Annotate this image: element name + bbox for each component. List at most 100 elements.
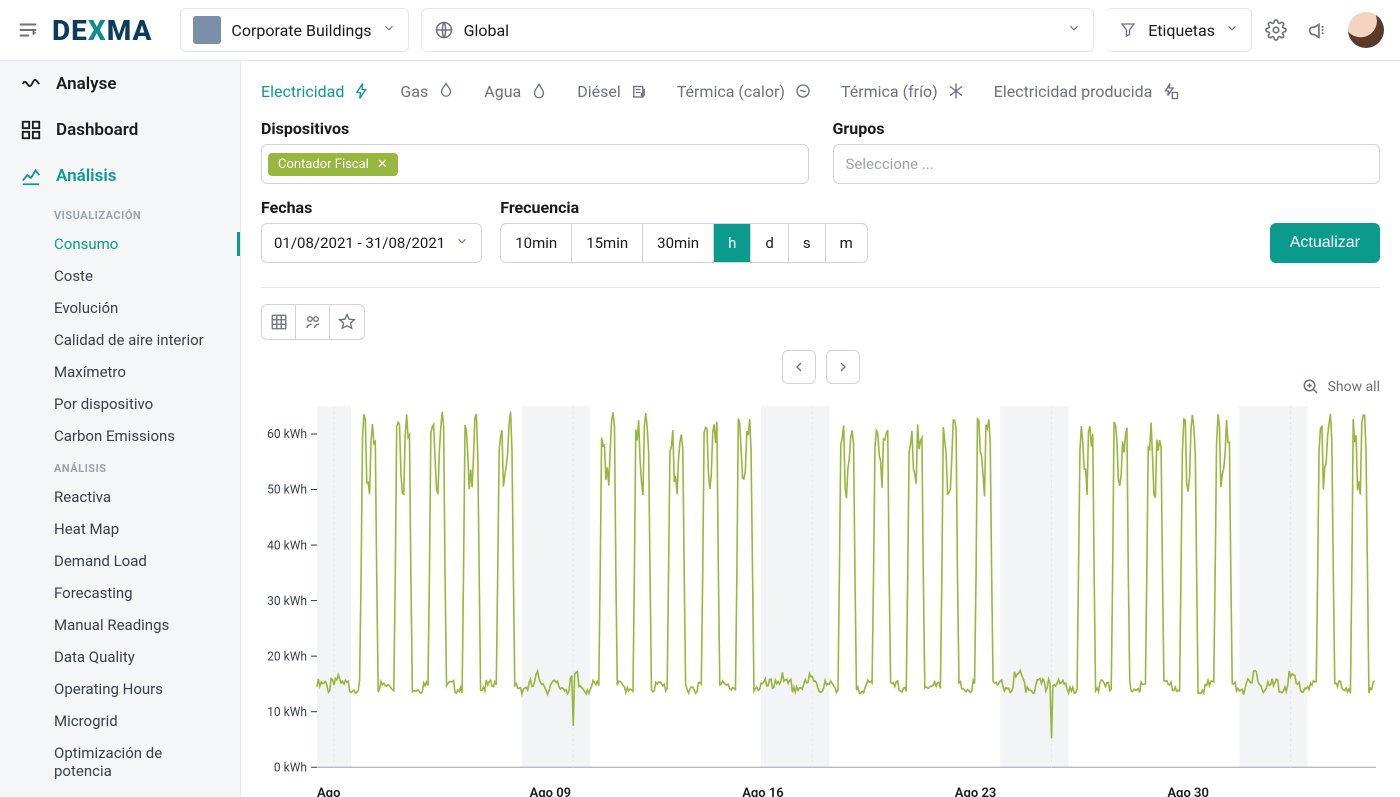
- sidebar-item-viz[interactable]: Calidad de aire interior: [0, 324, 240, 356]
- scope-label: Global: [464, 21, 1058, 40]
- device-tag[interactable]: Contador Fiscal ✕: [268, 153, 398, 176]
- sidebar-group-label: Dashboard: [56, 120, 138, 140]
- megaphone-icon[interactable]: [1306, 18, 1330, 42]
- sidebar-item-analisis[interactable]: Reactiva: [0, 481, 240, 513]
- svg-text:40 kWh: 40 kWh: [267, 539, 307, 553]
- analisis-icon: [20, 165, 42, 187]
- device-tag-label: Contador Fiscal: [278, 157, 369, 172]
- sidebar-item-viz[interactable]: Coste: [0, 260, 240, 292]
- energy-tab[interactable]: Térmica (frío): [841, 81, 966, 101]
- scope-selector[interactable]: Global: [421, 8, 1095, 52]
- sidebar-item-analisis[interactable]: Microgrid: [0, 705, 240, 737]
- prev-page-button[interactable]: [782, 350, 816, 384]
- chevron-down-icon: [1067, 21, 1081, 39]
- sidebar-item-viz[interactable]: Consumo: [0, 228, 240, 260]
- sidebar-item-analisis[interactable]: Operating Hours: [0, 673, 240, 705]
- energy-tab-label: Diésel: [577, 82, 621, 101]
- sidebar-item-analisis[interactable]: Heat Map: [0, 513, 240, 545]
- sidebar-group-analyse[interactable]: Analyse: [0, 61, 240, 107]
- sidebar-item-analisis[interactable]: Demand Load: [0, 545, 240, 577]
- chevron-down-icon: [382, 21, 396, 39]
- energy-tab-label: Agua: [484, 82, 521, 101]
- dashboard-icon: [20, 119, 42, 141]
- chart-tools: [261, 304, 365, 340]
- energy-icon: [946, 81, 966, 101]
- svg-text:10 kWh: 10 kWh: [267, 706, 307, 720]
- freq-button[interactable]: s: [789, 224, 826, 262]
- sidebar-group-label: Análisis: [56, 166, 117, 186]
- update-button[interactable]: Actualizar: [1270, 223, 1380, 263]
- energy-tab[interactable]: Electricidad producida: [994, 81, 1181, 101]
- freq-button[interactable]: 15min: [572, 224, 643, 262]
- energy-icon: [1160, 81, 1180, 101]
- date-range-button[interactable]: 01/08/2021 - 31/08/2021: [261, 223, 482, 263]
- energy-tab[interactable]: Térmica (calor): [677, 81, 813, 101]
- freq-button[interactable]: 10min: [501, 224, 572, 262]
- chart-x-labels: AgoAgo 09Ago 16Ago 23Ago 30: [317, 786, 1380, 797]
- energy-tabs: Electricidad Gas Agua Diésel Térmica (calor)…: [261, 81, 1380, 101]
- sidebar-group-analisis[interactable]: Análisis: [0, 153, 240, 199]
- settings-icon[interactable]: [1264, 18, 1288, 42]
- energy-tab[interactable]: Gas: [400, 81, 456, 101]
- next-page-button[interactable]: [826, 350, 860, 384]
- sidebar-item-viz[interactable]: Carbon Emissions: [0, 420, 240, 452]
- show-all-button[interactable]: Show all: [1328, 379, 1380, 395]
- freq-button[interactable]: h: [714, 224, 751, 262]
- sidebar-item-viz[interactable]: Por dispositivo: [0, 388, 240, 420]
- sidebar: Analyse Dashboard Análisis VISUALIZACIÓN…: [0, 61, 241, 797]
- location-selector[interactable]: Corporate Buildings: [180, 8, 408, 52]
- remove-tag-icon[interactable]: ✕: [377, 157, 388, 172]
- sidebar-item-analisis[interactable]: Forecasting: [0, 577, 240, 609]
- x-axis-label: Ago 23: [955, 786, 1168, 797]
- freq-button[interactable]: d: [751, 224, 788, 262]
- grupos-placeholder: Seleccione ...: [846, 155, 934, 173]
- energy-tab-label: Electricidad producida: [994, 82, 1153, 101]
- main-content: Electricidad Gas Agua Diésel Térmica (calor)…: [241, 61, 1400, 797]
- chevron-down-icon: [1225, 21, 1239, 39]
- sidebar-group-dashboard[interactable]: Dashboard: [0, 107, 240, 153]
- energy-tab-label: Electricidad: [261, 82, 344, 101]
- consumption-chart: 0 kWh10 kWh20 kWh30 kWh40 kWh50 kWh60 kW…: [261, 402, 1380, 782]
- energy-icon: [352, 81, 372, 101]
- x-axis-label: Ago: [317, 786, 530, 797]
- dispositivos-input[interactable]: Contador Fiscal ✕: [261, 144, 809, 184]
- sidebar-item-analisis[interactable]: Manual Readings: [0, 609, 240, 641]
- grupos-select[interactable]: Seleccione ...: [833, 144, 1381, 184]
- sidebar-item-analisis[interactable]: Análisis avanzados: [0, 787, 240, 797]
- zoom-icon[interactable]: [1302, 378, 1320, 396]
- sidebar-item-viz[interactable]: Evolución: [0, 292, 240, 324]
- freq-button[interactable]: 30min: [643, 224, 714, 262]
- user-avatar[interactable]: [1348, 12, 1384, 48]
- energy-icon: [529, 81, 549, 101]
- sidebar-item-analisis[interactable]: Optimización de potencia: [0, 737, 240, 787]
- globe-icon: [434, 20, 454, 40]
- energy-tab[interactable]: Agua: [484, 81, 549, 101]
- freq-button[interactable]: m: [826, 224, 867, 262]
- dispositivos-label: Dispositivos: [261, 119, 809, 138]
- location-thumb: [193, 16, 221, 44]
- sidebar-item-analisis[interactable]: Data Quality: [0, 641, 240, 673]
- svg-text:60 kWh: 60 kWh: [267, 428, 307, 442]
- sidebar-section-analisis: ANÁLISIS: [0, 452, 240, 481]
- svg-text:0 kWh: 0 kWh: [274, 761, 307, 775]
- energy-tab-label: Gas: [400, 82, 428, 101]
- tags-label: Etiquetas: [1148, 21, 1215, 40]
- energy-tab-label: Térmica (frío): [841, 82, 938, 101]
- favorite-icon[interactable]: [330, 305, 364, 339]
- analyse-icon: [20, 73, 42, 95]
- sidebar-item-viz[interactable]: Maxímetro: [0, 356, 240, 388]
- fechas-label: Fechas: [261, 198, 482, 217]
- tags-selector[interactable]: Etiquetas: [1106, 8, 1252, 52]
- menu-toggle-icon[interactable]: [16, 18, 40, 42]
- energy-icon: [436, 81, 456, 101]
- compare-icon[interactable]: [296, 305, 330, 339]
- sidebar-group-label: Analyse: [56, 74, 117, 94]
- svg-text:20 kWh: 20 kWh: [267, 650, 307, 664]
- energy-icon: [629, 81, 649, 101]
- energy-tab[interactable]: Electricidad: [261, 81, 372, 101]
- chevron-down-icon: [455, 234, 469, 252]
- grupos-label: Grupos: [833, 119, 1381, 138]
- grid-view-icon[interactable]: [262, 305, 296, 339]
- energy-icon: [793, 81, 813, 101]
- energy-tab[interactable]: Diésel: [577, 81, 649, 101]
